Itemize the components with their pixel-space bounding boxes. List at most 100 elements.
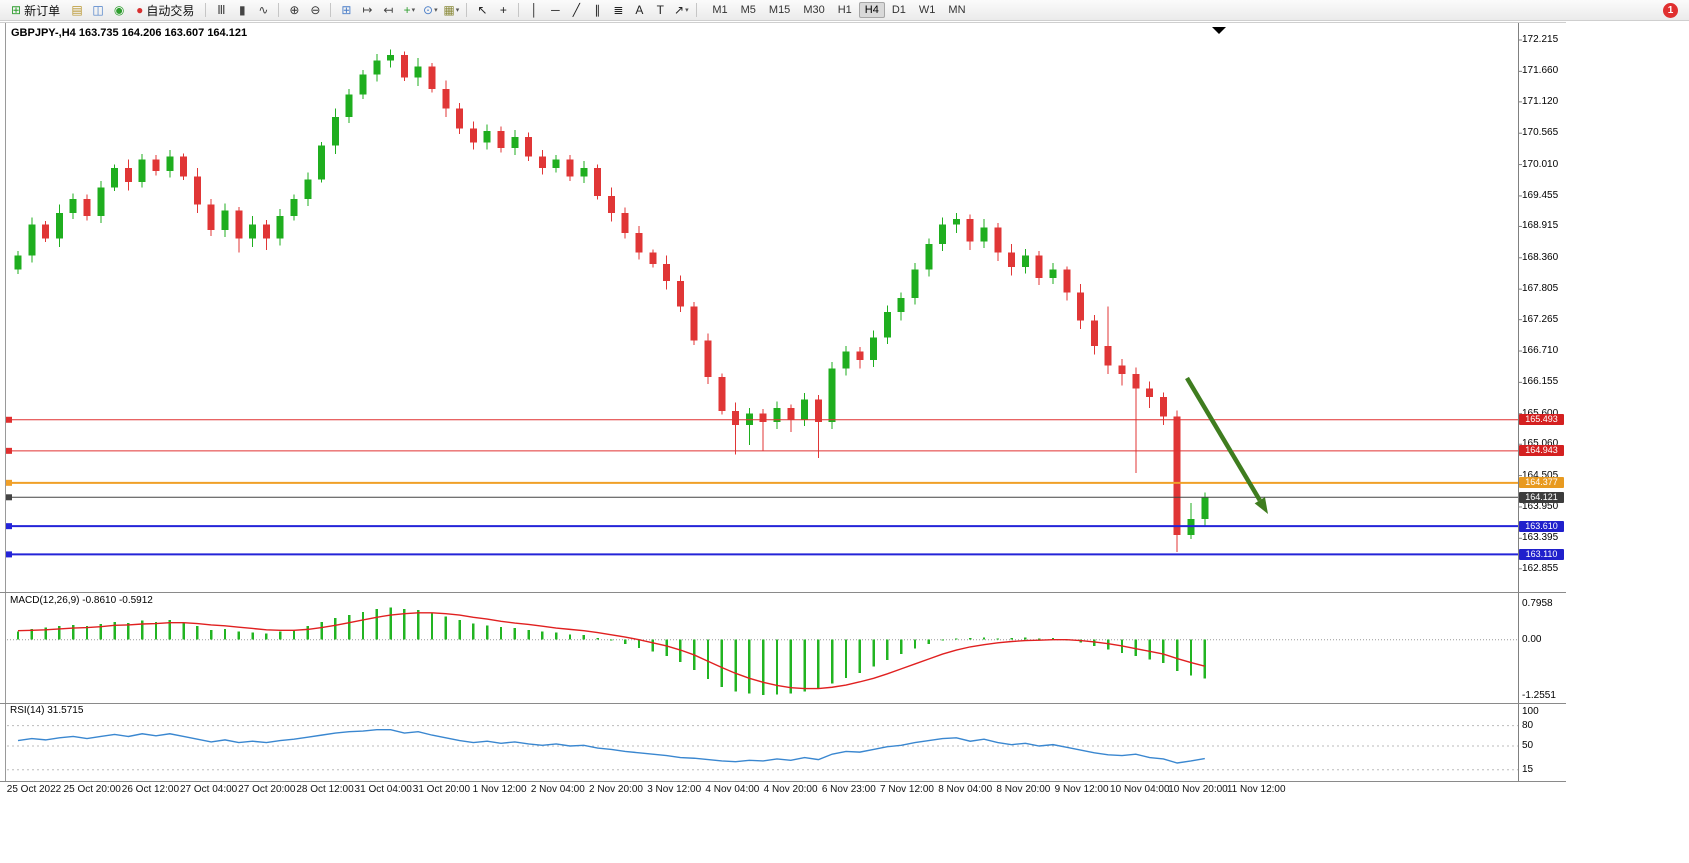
chart-shift-icon[interactable]: ↤ xyxy=(378,1,398,20)
toolbar-separator xyxy=(205,3,207,17)
zoom-in-icon: ⊕ xyxy=(289,2,300,17)
timeframe-m1-button[interactable]: M1 xyxy=(712,4,728,16)
horizontal-line-icon[interactable]: ─ xyxy=(545,1,565,20)
crosshair-icon: + xyxy=(499,2,507,17)
strategy-navigator-icon: ◉ xyxy=(113,2,125,17)
price-axis-label: 163.395 xyxy=(1522,532,1559,544)
auto-trading-label: 自动交易 xyxy=(146,3,195,18)
toolbar-separator xyxy=(330,3,332,17)
chart-window-icon: ▤ xyxy=(71,2,83,17)
zoom-out-icon[interactable]: ⊖ xyxy=(305,1,325,20)
dropdown-caret-icon[interactable]: ▾ xyxy=(434,6,438,14)
candlestick-chart-icon: ▮ xyxy=(239,2,246,17)
notification-badge[interactable]: 1 xyxy=(1663,2,1678,18)
rsi-axis-label: 50 xyxy=(1522,740,1534,751)
chart-title: GBPJPY-,H4 163.735 164.206 163.607 164.1… xyxy=(11,27,248,39)
bar-chart-icon[interactable]: Ⅲ xyxy=(211,1,231,20)
macd-axis-label: 0.7958 xyxy=(1522,598,1553,609)
time-axis-label: 25 Oct 2022 xyxy=(6,784,62,795)
horizontal-line-icon: ─ xyxy=(551,2,560,17)
templates-icon: ▦ xyxy=(443,2,455,17)
strategy-navigator-icon[interactable]: ◉ xyxy=(109,1,129,20)
price-level-tag: 164.943 xyxy=(1519,445,1564,456)
time-axis-label: 8 Nov 04:00 xyxy=(938,784,993,795)
timeframe-m30-button[interactable]: M30 xyxy=(803,4,825,16)
zoom-in-icon[interactable]: ⊕ xyxy=(284,1,304,20)
price-axis-label: 162.855 xyxy=(1522,562,1559,574)
timeframe-m5-button[interactable]: M5 xyxy=(740,4,756,16)
time-axis-label: 27 Oct 20:00 xyxy=(238,784,296,795)
text-icon[interactable]: A xyxy=(629,1,649,20)
vertical-line-icon: │ xyxy=(530,2,539,17)
time-axis-label: 10 Nov 20:00 xyxy=(1168,784,1228,795)
time-axis-label: 27 Oct 04:00 xyxy=(179,784,238,795)
price-axis-label: 167.265 xyxy=(1522,313,1559,325)
arrows-icon[interactable]: ↗ ▾ xyxy=(671,1,691,20)
candlestick-chart-icon[interactable]: ▮ xyxy=(232,1,252,20)
indicators-icon: + xyxy=(403,2,411,17)
equidistant-channel-icon[interactable]: ∥ xyxy=(587,1,607,20)
line-chart-icon: ∿ xyxy=(258,2,269,17)
auto-scroll-icon: ↦ xyxy=(362,2,373,17)
new-order-button[interactable]: ⊞ 新订单 xyxy=(5,1,66,20)
cursor-icon[interactable]: ↖ xyxy=(472,1,492,20)
time-axis-label: 1 Nov 12:00 xyxy=(472,784,527,795)
auto-trading-button[interactable]: ● 自动交易 xyxy=(130,1,200,20)
timeframe-w1-button[interactable]: W1 xyxy=(918,4,936,16)
auto-scroll-icon[interactable]: ↦ xyxy=(357,1,377,20)
text-label-icon[interactable]: T xyxy=(650,1,670,20)
crosshair-icon[interactable]: + xyxy=(493,1,513,20)
time-axis-label: 6 Nov 23:00 xyxy=(821,784,876,795)
time-axis-label: 4 Nov 04:00 xyxy=(705,784,760,795)
templates-icon[interactable]: ▦ ▾ xyxy=(441,1,461,20)
vertical-line-icon[interactable]: │ xyxy=(524,1,544,20)
price-level-tag: 163.110 xyxy=(1519,549,1564,560)
periods-icon[interactable]: ⊙ ▾ xyxy=(420,1,440,20)
timeframe-d1-button[interactable]: D1 xyxy=(891,4,906,16)
toolbar-tools: ⊞ 新订单 ▤ ◫ ◉ ● 自动交易 Ⅲ ▮ ∿ ⊕ ⊖ ⊞ ↦ ↤ + ▾ ⊙ ▾ ▦ ▾ ↖ + │ ─ ╱ ∥ ≣ A T ↗ ▾ xyxy=(5,1,701,20)
toolbar-separator xyxy=(278,3,280,17)
timeframe-switcher: M1 M5 M15 M30 H1 H4 D1 W1 MN xyxy=(706,2,971,18)
dropdown-caret-icon[interactable]: ▾ xyxy=(455,6,460,14)
rsi-axis-label: 80 xyxy=(1522,719,1534,731)
new-order-icon: ⊞ xyxy=(11,3,22,17)
time-axis-label: 4 Nov 20:00 xyxy=(763,784,818,795)
price-axis-label: 163.950 xyxy=(1522,500,1559,512)
fibonacci-icon[interactable]: ≣ xyxy=(608,1,628,20)
time-axis-label: 2 Nov 20:00 xyxy=(589,784,643,795)
tile-windows-icon: ⊞ xyxy=(341,2,352,17)
dropdown-caret-icon[interactable]: ▾ xyxy=(411,6,416,14)
timeframe-mn-button[interactable]: MN xyxy=(948,4,966,16)
bar-chart-icon: Ⅲ xyxy=(217,2,226,17)
chart-shift-icon: ↤ xyxy=(383,2,394,17)
time-axis-label: 25 Oct 20:00 xyxy=(63,784,121,795)
line-chart-icon[interactable]: ∿ xyxy=(253,1,273,20)
price-axis-label: 165.600 xyxy=(1522,408,1558,419)
timeframe-h4-button[interactable]: H4 xyxy=(858,2,885,18)
macd-axis-label: -1.2551 xyxy=(1522,690,1556,701)
periods-icon: ⊙ xyxy=(423,2,434,17)
market-watch-icon: ◫ xyxy=(92,2,104,17)
chart-plot-area[interactable] xyxy=(7,23,1518,781)
equidistant-channel-icon: ∥ xyxy=(594,2,601,17)
market-watch-icon[interactable]: ◫ xyxy=(88,1,108,20)
time-axis-label: 26 Oct 12:00 xyxy=(121,784,180,795)
time-axis-label: 7 Nov 12:00 xyxy=(880,784,934,795)
toolbar-separator xyxy=(518,3,520,17)
price-axis-label: 166.155 xyxy=(1522,376,1559,388)
price-axis-label: 168.915 xyxy=(1522,220,1559,232)
time-axis-label: 3 Nov 12:00 xyxy=(647,784,702,795)
trendline-icon[interactable]: ╱ xyxy=(566,1,586,20)
time-axis-label: 9 Nov 12:00 xyxy=(1054,784,1109,795)
dropdown-caret-icon[interactable]: ▾ xyxy=(685,6,689,14)
time-axis-label: 8 Nov 20:00 xyxy=(996,784,1051,795)
tile-windows-icon[interactable]: ⊞ xyxy=(336,1,356,20)
time-axis-label: 11 Nov 12:00 xyxy=(1226,784,1286,795)
chart-window-icon[interactable]: ▤ xyxy=(67,1,87,20)
trendline-icon: ╱ xyxy=(572,2,580,17)
timeframe-m15-button[interactable]: M15 xyxy=(768,4,791,16)
cursor-icon: ↖ xyxy=(477,2,488,17)
timeframe-h1-button[interactable]: H1 xyxy=(837,4,852,16)
indicators-icon[interactable]: + ▾ xyxy=(399,1,419,20)
